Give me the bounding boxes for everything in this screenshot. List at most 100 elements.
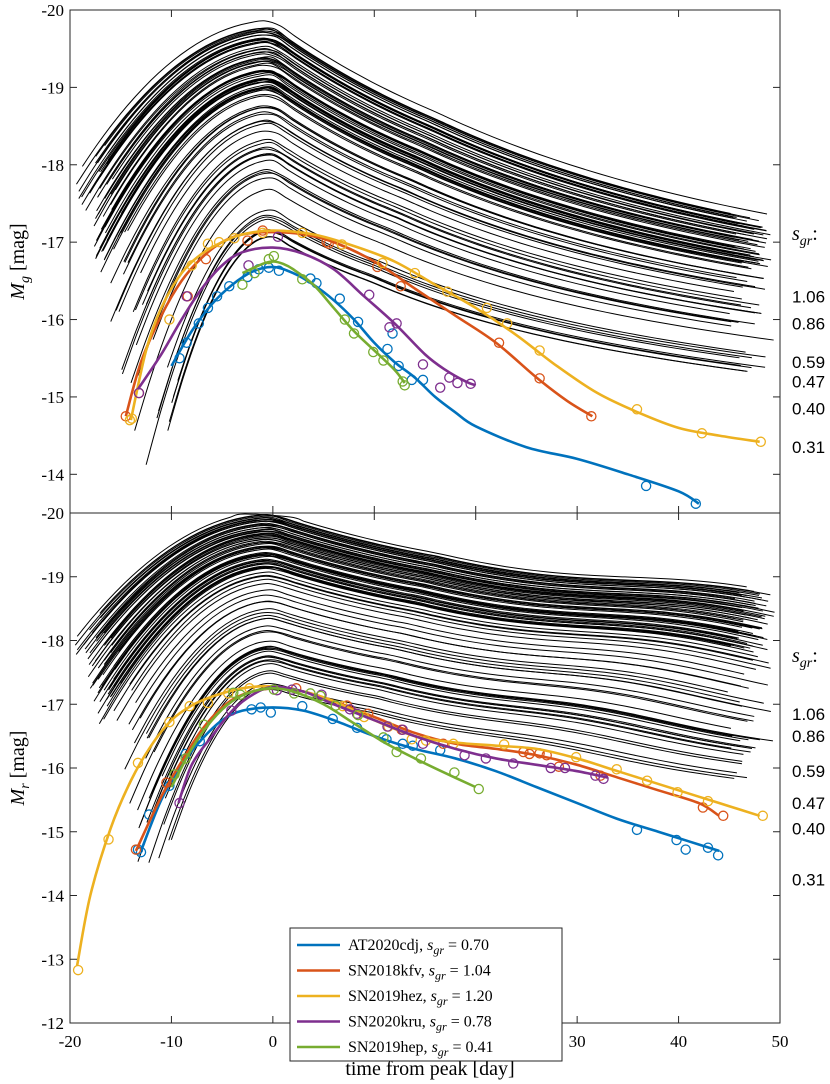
- data-point-sn2019hez: [611, 764, 622, 775]
- data-point-at2020cdj: [393, 360, 404, 372]
- data-point-sn2019hez: [164, 716, 175, 728]
- template-curve: [113, 563, 754, 687]
- data-point-sn2019hep: [228, 687, 239, 699]
- data-point-at2020cdj: [193, 318, 205, 329]
- data-point-sn2020kru: [382, 721, 393, 732]
- template-curve: [150, 646, 760, 795]
- data-point-sn2018kfv: [717, 810, 729, 822]
- legend-entry-at2020cdj: AT2020cdj, sgr = 0.70: [348, 937, 489, 957]
- legend-entry-sn2019hep: SN2019hep, sgr = 0.41: [348, 1039, 494, 1059]
- template-curve: [138, 647, 733, 829]
- template-curve: [103, 555, 759, 691]
- data-point-sn2020kru: [480, 753, 492, 764]
- template-curve: [101, 553, 756, 688]
- data-point-sn2019hep: [235, 689, 246, 700]
- template-curve: [145, 153, 756, 314]
- template-curve: [76, 27, 731, 214]
- template-curve: [152, 177, 732, 340]
- stretch-value-label: 1.06: [792, 705, 825, 724]
- data-point-sn2019hep: [473, 783, 485, 795]
- data-point-sn2019hep: [449, 767, 460, 778]
- data-point-at2020cdj: [352, 316, 364, 328]
- template-curve: [103, 571, 758, 720]
- template-curve: [156, 214, 766, 419]
- data-point-at2020cdj: [297, 700, 308, 712]
- template-curve: [74, 515, 761, 646]
- template-curve: [103, 528, 759, 634]
- stretch-value-label: 0.86: [792, 727, 825, 746]
- stretch-value-label: 0.40: [792, 820, 825, 839]
- data-point-sn2019hez: [409, 267, 421, 279]
- stretch-labels: sgr:1.060.860.590.470.400.31sgr:1.060.86…: [792, 223, 825, 890]
- data-point-sn2019hep: [330, 700, 341, 711]
- legend-entry-name: SN2019hez,: [348, 988, 431, 1005]
- y-tick-label: -13: [41, 950, 64, 969]
- legend-entry-value: 1.20: [465, 988, 493, 1005]
- stretch-value-label: 0.47: [792, 794, 825, 813]
- data-point-sn2019hez: [202, 697, 214, 709]
- data-point-sn2019hez: [186, 260, 197, 271]
- data-point-sn2019hez: [124, 414, 136, 426]
- data-point-sn2020kru: [465, 378, 476, 390]
- template-curve: [81, 20, 768, 215]
- data-point-at2020cdj: [181, 337, 192, 348]
- template-curve: [127, 111, 737, 279]
- template-curve: [97, 51, 768, 240]
- stretch-title-colon: :: [812, 223, 818, 245]
- template-curve: [99, 41, 755, 230]
- sn-series-r: [72, 683, 769, 976]
- data-point-sn2019hez: [257, 227, 268, 239]
- template-curve: [131, 578, 771, 691]
- template-curve: [117, 89, 742, 264]
- y-tick-label: -15: [41, 388, 64, 407]
- template-curve: [103, 534, 744, 646]
- data-point-sn2019hez: [757, 810, 769, 822]
- template-curve: [104, 533, 744, 644]
- stretch-value-label: 1.06: [792, 287, 825, 306]
- data-point-sn2018kfv: [200, 253, 212, 265]
- x-tick-label: 30: [569, 1032, 586, 1051]
- template-curve: [129, 574, 769, 685]
- data-point-sn2019hez: [641, 775, 653, 787]
- data-point-sn2020kru: [417, 359, 429, 370]
- template-curve: [106, 567, 732, 707]
- data-point-sn2020kru: [174, 797, 185, 809]
- template-curve: [133, 608, 728, 744]
- template-curve: [104, 74, 760, 256]
- template-curve: [128, 594, 768, 725]
- legend-entry-s: s: [432, 1039, 438, 1056]
- template-curve: [99, 558, 740, 703]
- template-curve: [107, 562, 748, 695]
- series-curve-sn2019hez: [75, 684, 761, 966]
- data-point-at2020cdj: [702, 842, 714, 853]
- legend-entry-eq: =: [446, 963, 463, 980]
- template-curve: [111, 70, 736, 248]
- legend-entry-eq: =: [448, 988, 465, 1005]
- legend-entry-value: 0.78: [464, 1014, 492, 1031]
- data-point-sn2018kfv: [534, 373, 545, 384]
- y-axis-label-unit: [mag]: [7, 731, 29, 779]
- legend-entry-name: SN2018kfv,: [348, 963, 429, 980]
- data-point-at2020cdj: [334, 293, 346, 304]
- legend-entry-name: AT2020cdj,: [348, 937, 427, 954]
- template-curve: [89, 516, 760, 631]
- template-curve: [137, 659, 732, 862]
- template-curve: [118, 122, 743, 312]
- template-curve: [107, 34, 747, 222]
- data-point-sn2020kru: [459, 750, 470, 761]
- data-point-sn2019hez: [72, 964, 84, 976]
- template-curve: [146, 655, 756, 823]
- data-point-at2020cdj: [202, 302, 214, 314]
- legend-entry-eq: =: [447, 1014, 464, 1031]
- data-point-at2020cdj: [135, 846, 147, 858]
- data-point-sn2020kru: [351, 708, 363, 720]
- data-point-sn2019hep: [378, 732, 389, 743]
- data-point-sn2019hep: [305, 688, 316, 699]
- template-curve: [100, 517, 740, 619]
- data-point-sn2018kfv: [161, 777, 172, 788]
- data-point-sn2019hez: [229, 233, 240, 244]
- data-point-sn2020kru: [397, 724, 408, 736]
- legend-entry-eq: =: [448, 1039, 465, 1056]
- template-curve: [110, 59, 735, 238]
